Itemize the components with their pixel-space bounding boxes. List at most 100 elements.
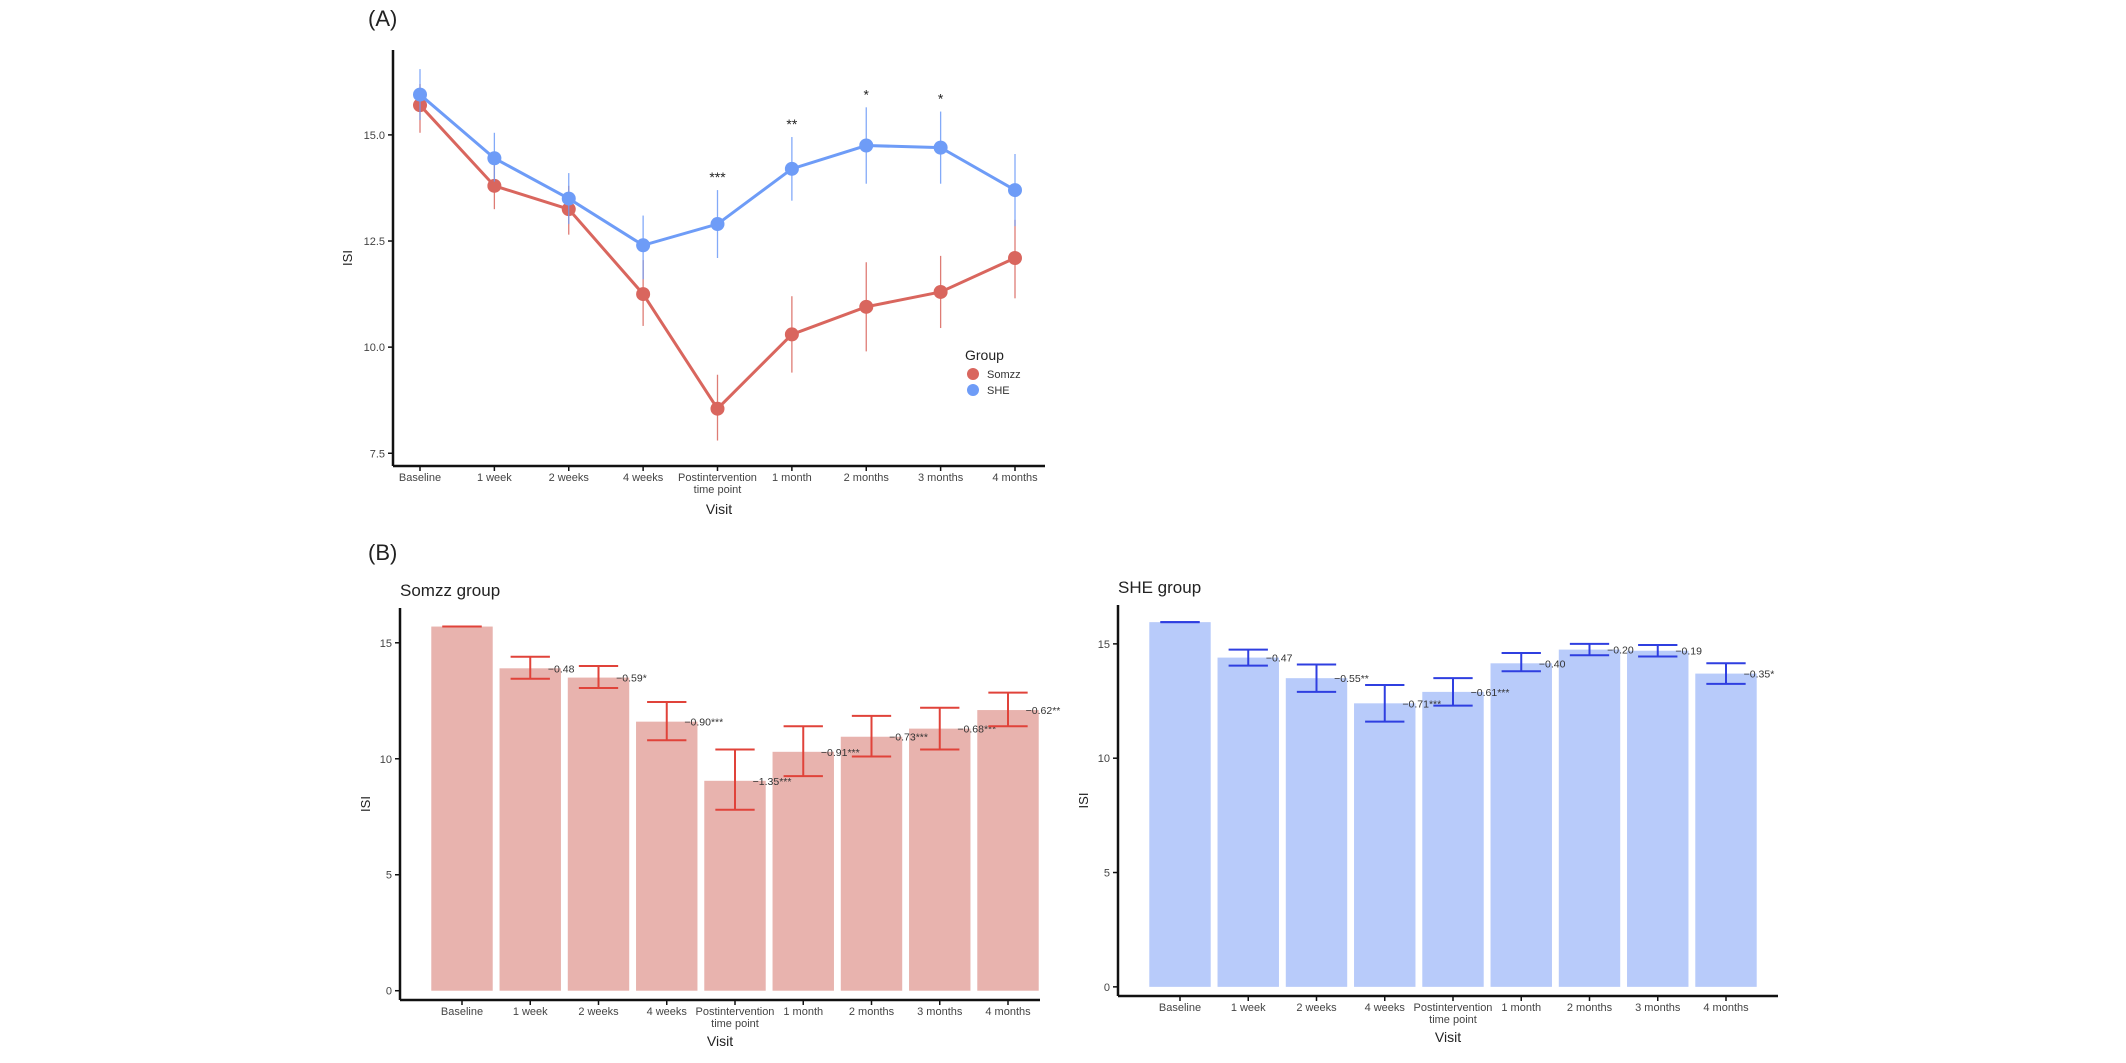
significance-annotation: ** (786, 116, 797, 132)
data-point-somzz (785, 327, 799, 341)
x-tick-label: 2 months (844, 472, 890, 484)
x-tick-label: Baseline (1159, 1002, 1201, 1014)
y-axis-title: ISI (358, 796, 373, 812)
bar-she (1559, 650, 1620, 987)
x-tick-label: 1 week (1231, 1002, 1266, 1014)
effect-size-label: −0.48 (548, 663, 575, 675)
x-tick-label: time point (1429, 1014, 1477, 1026)
data-point-she (636, 238, 650, 252)
x-tick-label: 4 months (985, 1006, 1031, 1018)
panel-a-line-chart: 7.5 10.0 12.5 15.0 Baseline 1 week 2 weeks 4 we… (340, 50, 1045, 517)
bar-somzz (568, 678, 629, 991)
x-tick-label: 4 months (1703, 1002, 1749, 1014)
legend-title: Group (965, 347, 1004, 363)
effect-size-label: −0.71*** (1402, 698, 1441, 710)
panel-a-label: (A) (368, 6, 397, 31)
effect-size-label: −1.35*** (753, 776, 792, 788)
bar-somzz (841, 737, 902, 991)
bar-she (1627, 651, 1688, 987)
data-point-she (413, 88, 427, 102)
x-tick-label: time point (694, 484, 742, 496)
x-tick-label: 1 month (1501, 1002, 1541, 1014)
x-tick-label: 1 week (477, 472, 512, 484)
data-point-she (859, 139, 873, 153)
legend-marker-she (967, 384, 979, 396)
x-tick-label: Postintervention (1414, 1002, 1493, 1014)
x-tick-label: Baseline (441, 1006, 483, 1018)
data-point-somzz (1008, 251, 1022, 265)
effect-size-label: −0.19 (1675, 646, 1702, 658)
effect-size-label: −0.59* (616, 673, 647, 685)
y-tick-label: 7.5 (370, 448, 385, 460)
y-tick-label: 10 (380, 754, 392, 766)
y-tick-label: 10.0 (364, 342, 385, 354)
significance-annotation: *** (709, 169, 726, 185)
data-point-somzz (711, 402, 725, 416)
x-tick-label: 1 month (772, 472, 812, 484)
y-axis-title: ISI (340, 250, 355, 266)
effect-size-label: −0.47 (1266, 653, 1293, 665)
x-tick-label: Baseline (399, 472, 441, 484)
x-tick-label: 3 months (917, 1006, 963, 1018)
bar-she (1422, 692, 1483, 987)
data-point-she (785, 162, 799, 176)
y-tick-label: 0 (386, 986, 392, 998)
effect-size-label: −0.73*** (889, 732, 928, 744)
chart-title-she: SHE group (1118, 578, 1201, 597)
bar-somzz (636, 722, 697, 991)
data-point-somzz (636, 287, 650, 301)
x-tick-label: 4 months (992, 472, 1038, 484)
figure-canvas: (A) 7.5 10.0 12.5 15.0 Baseline 1 week 2 weeks… (0, 0, 2126, 1063)
significance-annotation: * (938, 91, 944, 107)
y-tick-label: 5 (386, 870, 392, 882)
effect-size-label: −0.20 (1607, 645, 1634, 657)
y-tick-label: 12.5 (364, 236, 385, 248)
chart-title-somzz: Somzz group (400, 581, 500, 600)
significance-annotation: * (864, 86, 870, 102)
x-tick-label: 3 months (1635, 1002, 1681, 1014)
legend-label-somzz: Somzz (987, 369, 1021, 381)
bar-she (1491, 663, 1552, 987)
x-tick-label: 2 months (849, 1006, 895, 1018)
bar-she (1286, 678, 1347, 987)
legend-label-she: SHE (987, 385, 1010, 397)
x-tick-label: Postintervention (696, 1006, 775, 1018)
data-point-somzz (859, 300, 873, 314)
effect-size-label: −0.55** (1334, 673, 1369, 685)
x-tick-label: Postintervention (678, 472, 757, 484)
effect-size-label: −0.61*** (1471, 687, 1510, 699)
x-tick-label: time point (711, 1018, 759, 1030)
effect-size-label: −0.40 (1539, 658, 1566, 670)
x-tick-label: 1 month (783, 1006, 823, 1018)
bar-somzz (909, 729, 970, 991)
bar-somzz (431, 627, 492, 991)
x-tick-label: 4 weeks (1365, 1002, 1406, 1014)
x-tick-label: 4 weeks (647, 1006, 688, 1018)
data-point-she (562, 192, 576, 206)
y-tick-label: 5 (1104, 868, 1110, 880)
x-tick-label: 2 weeks (549, 472, 590, 484)
x-tick-label: 2 weeks (578, 1006, 619, 1018)
y-tick-label: 15 (380, 638, 392, 650)
data-point-somzz (934, 285, 948, 299)
x-tick-label: 3 months (918, 472, 964, 484)
y-tick-label: 15.0 (364, 130, 385, 142)
x-tick-label: 4 weeks (623, 472, 664, 484)
y-tick-label: 15 (1098, 639, 1110, 651)
y-axis-title: ISI (1076, 793, 1091, 809)
x-axis-title: Visit (707, 1033, 733, 1049)
data-point-she (934, 141, 948, 155)
bar-somzz (500, 668, 561, 990)
data-point-she (487, 151, 501, 165)
bar-somzz (977, 710, 1038, 991)
bar-she (1218, 658, 1279, 987)
effect-size-label: −0.62** (1026, 705, 1061, 717)
bar-somzz (704, 781, 765, 991)
x-tick-label: 2 weeks (1296, 1002, 1337, 1014)
bar-she (1695, 674, 1756, 987)
effect-size-label: −0.35* (1744, 669, 1775, 681)
y-tick-label: 0 (1104, 982, 1110, 994)
x-axis-title: Visit (706, 501, 732, 517)
bar-she (1149, 622, 1210, 987)
y-tick-label: 10 (1098, 753, 1110, 765)
